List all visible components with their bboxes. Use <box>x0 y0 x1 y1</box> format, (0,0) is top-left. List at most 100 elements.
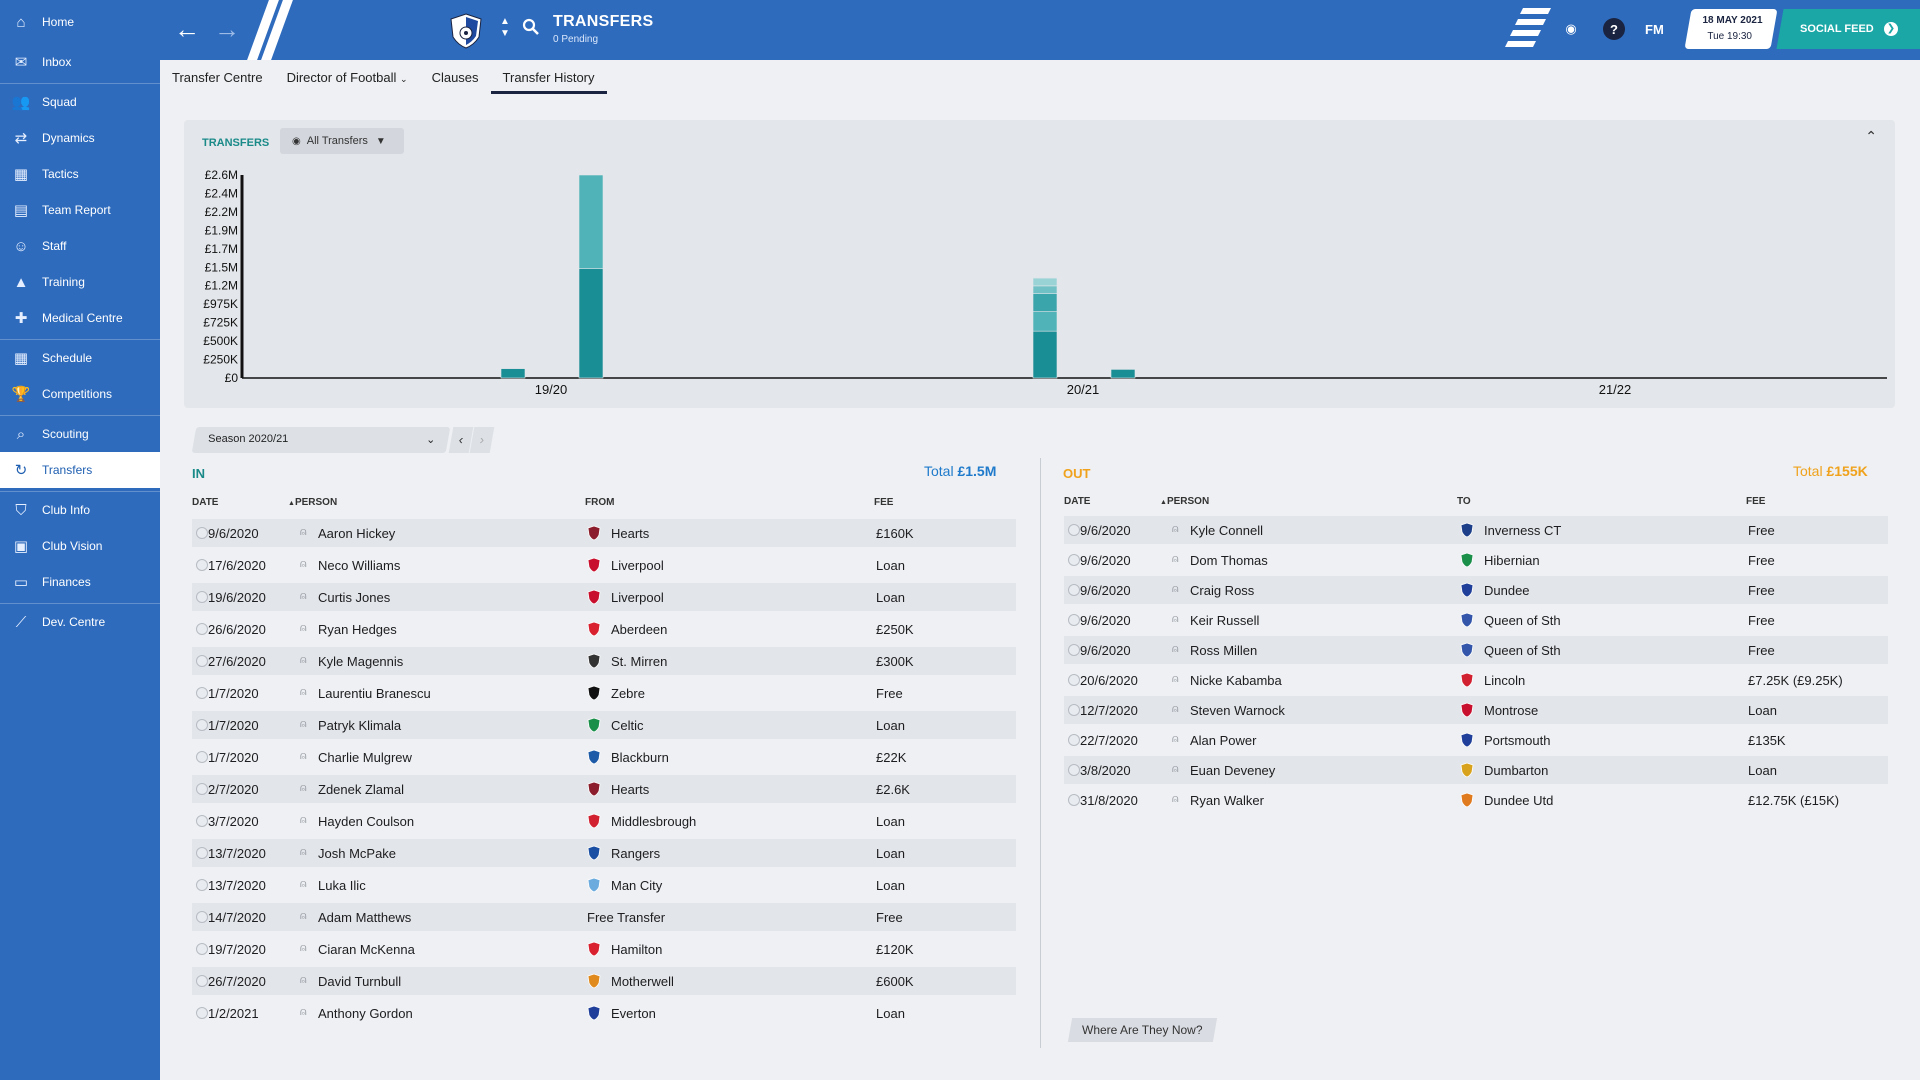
person-name[interactable]: Ross Millen <box>1190 643 1258 658</box>
sidebar-item-finances[interactable]: ▭ Finances <box>0 564 160 600</box>
table-row[interactable]: 1/7/2020 ⍝ Charlie Mulgrew Blackburn £22K <box>192 743 1016 771</box>
club-name[interactable]: Man City <box>611 878 663 893</box>
sidebar-item-team-report[interactable]: ▤ Team Report <box>0 192 160 228</box>
club-badge-icon[interactable] <box>1460 642 1474 658</box>
club-badge-icon[interactable] <box>587 525 601 541</box>
tab-transfer-history[interactable]: Transfer History <box>490 60 607 96</box>
season-selector[interactable]: Season 2020/21 ⌄ <box>191 427 451 453</box>
row-select-checkbox[interactable] <box>196 1007 208 1019</box>
table-row[interactable]: 12/7/2020 ⍝ Steven Warnock Montrose Loan <box>1064 696 1888 724</box>
club-name[interactable]: Liverpool <box>611 590 664 605</box>
person-name[interactable]: Kyle Magennis <box>318 654 404 669</box>
club-name[interactable]: Hibernian <box>1484 553 1540 568</box>
sidebar-item-club-info[interactable]: ⛉ Club Info <box>0 492 160 528</box>
club-name[interactable]: Dundee Utd <box>1484 793 1554 808</box>
row-select-checkbox[interactable] <box>196 783 208 795</box>
row-select-checkbox[interactable] <box>196 911 208 923</box>
person-name[interactable]: Euan Deveney <box>1190 763 1276 778</box>
person-name[interactable]: Hayden Coulson <box>318 814 415 829</box>
club-name[interactable]: Lincoln <box>1484 673 1526 688</box>
club-name[interactable]: Motherwell <box>611 974 674 989</box>
club-badge-icon[interactable] <box>587 813 601 829</box>
person-name[interactable]: Charlie Mulgrew <box>318 750 412 765</box>
person-name[interactable]: Adam Matthews <box>318 910 412 925</box>
person-name[interactable]: Ciaran McKenna <box>318 942 415 957</box>
row-select-checkbox[interactable] <box>196 687 208 699</box>
club-name[interactable]: Free Transfer <box>587 910 666 925</box>
row-select-checkbox[interactable] <box>196 815 208 827</box>
sidebar-item-staff[interactable]: ☺ Staff <box>0 228 160 264</box>
person-name[interactable]: Dom Thomas <box>1190 553 1268 568</box>
table-row[interactable]: 1/7/2020 ⍝ Laurentiu Branescu Zebre Free <box>192 679 1016 707</box>
club-badge-icon[interactable] <box>1460 762 1474 778</box>
row-select-checkbox[interactable] <box>196 623 208 635</box>
club-badge-icon[interactable] <box>587 717 601 733</box>
club-badge-icon[interactable] <box>1460 552 1474 568</box>
table-row[interactable]: 26/6/2020 ⍝ Ryan Hedges Aberdeen £250K <box>192 615 1016 643</box>
club-badge-icon[interactable] <box>587 1005 601 1021</box>
club-name[interactable]: Dumbarton <box>1484 763 1549 778</box>
forward-arrow-icon[interactable]: → <box>214 14 240 44</box>
row-select-checkbox[interactable] <box>1068 614 1080 626</box>
sidebar-item-training[interactable]: ▲ Training <box>0 264 160 300</box>
table-row[interactable]: 3/7/2020 ⍝ Hayden Coulson Middlesbrough Loan <box>192 807 1016 835</box>
sidebar-item-dynamics[interactable]: ⇄ Dynamics <box>0 120 160 156</box>
person-name[interactable]: Luka Ilic <box>318 878 366 893</box>
table-row[interactable]: 19/7/2020 ⍝ Ciaran McKenna Hamilton £120K <box>192 935 1016 963</box>
person-name[interactable]: Kyle Connell <box>1190 523 1263 538</box>
in-col-fee[interactable]: FEE <box>874 497 894 508</box>
table-row[interactable]: 13/7/2020 ⍝ Josh McPake Rangers Loan <box>192 839 1016 867</box>
table-row[interactable]: 20/6/2020 ⍝ Nicke Kabamba Lincoln £7.25K (£9… <box>1064 666 1888 694</box>
club-name[interactable]: Rangers <box>611 846 661 861</box>
club-name[interactable]: Middlesbrough <box>611 814 697 829</box>
person-name[interactable]: Alan Power <box>1190 733 1257 748</box>
sidebar-item-club-vision[interactable]: ▣ Club Vision <box>0 528 160 564</box>
row-select-checkbox[interactable] <box>1068 764 1080 776</box>
club-badge-icon[interactable] <box>587 653 601 669</box>
table-row[interactable]: 14/7/2020 ⍝ Adam Matthews Free Transfer Free <box>192 903 1016 931</box>
sidebar-item-schedule[interactable]: ▦ Schedule <box>0 340 160 376</box>
person-name[interactable]: Anthony Gordon <box>318 1006 413 1021</box>
where-are-they-now-button[interactable]: Where Are They Now? <box>1067 1018 1217 1042</box>
club-badge-icon[interactable] <box>587 877 601 893</box>
club-badge-icon[interactable] <box>1460 522 1474 538</box>
sidebar-item-squad[interactable]: 👥 Squad <box>0 84 160 120</box>
person-name[interactable]: Curtis Jones <box>318 590 391 605</box>
in-col-from[interactable]: FROM <box>585 497 615 508</box>
sidebar-item-transfers[interactable]: ↻ Transfers <box>0 452 160 488</box>
club-name[interactable]: Zebre <box>611 686 645 701</box>
club-badge-icon[interactable] <box>587 973 601 989</box>
globe-icon[interactable]: ◉ <box>1565 21 1577 36</box>
out-col-person[interactable]: ▲PERSON <box>1160 496 1209 507</box>
club-name[interactable]: Hearts <box>611 526 650 541</box>
club-badge-icon[interactable] <box>587 621 601 637</box>
club-name[interactable]: Portsmouth <box>1484 733 1551 748</box>
table-row[interactable]: 9/6/2020 ⍝ Aaron Hickey Hearts £160K <box>192 519 1016 547</box>
out-col-fee[interactable]: FEE <box>1746 496 1766 507</box>
club-badge-icon[interactable] <box>587 685 601 701</box>
table-row[interactable]: 19/6/2020 ⍝ Curtis Jones Liverpool Loan <box>192 583 1016 611</box>
row-select-checkbox[interactable] <box>196 559 208 571</box>
sidebar-item-competitions[interactable]: 🏆 Competitions <box>0 376 160 412</box>
club-badge-icon[interactable] <box>587 845 601 861</box>
table-row[interactable]: 27/6/2020 ⍝ Kyle Magennis St. Mirren £300K <box>192 647 1016 675</box>
tab-transfer-centre[interactable]: Transfer Centre <box>172 70 263 85</box>
row-select-checkbox[interactable] <box>1068 584 1080 596</box>
club-switch-icon[interactable]: ▲ ▼ <box>500 16 510 39</box>
person-name[interactable]: Neco Williams <box>318 558 401 573</box>
row-select-checkbox[interactable] <box>1068 734 1080 746</box>
table-row[interactable]: 13/7/2020 ⍝ Luka Ilic Man City Loan <box>192 871 1016 899</box>
sidebar-item-inbox[interactable]: ✉ Inbox <box>0 44 160 80</box>
collapse-chevron-icon[interactable]: ⌃ <box>1865 128 1877 144</box>
club-badge-icon[interactable] <box>1460 792 1474 808</box>
row-select-checkbox[interactable] <box>196 751 208 763</box>
row-select-checkbox[interactable] <box>1068 644 1080 656</box>
transfer-filter-dropdown[interactable]: ◉ All Transfers ▼ <box>280 128 404 154</box>
back-arrow-icon[interactable]: ← <box>174 14 200 44</box>
person-name[interactable]: Craig Ross <box>1190 583 1255 598</box>
club-name[interactable]: Hearts <box>611 782 650 797</box>
row-select-checkbox[interactable] <box>1068 524 1080 536</box>
sidebar-item-medical-centre[interactable]: ✚ Medical Centre <box>0 300 160 336</box>
person-name[interactable]: Zdenek Zlamal <box>318 782 404 797</box>
club-badge-icon[interactable] <box>1460 702 1474 718</box>
